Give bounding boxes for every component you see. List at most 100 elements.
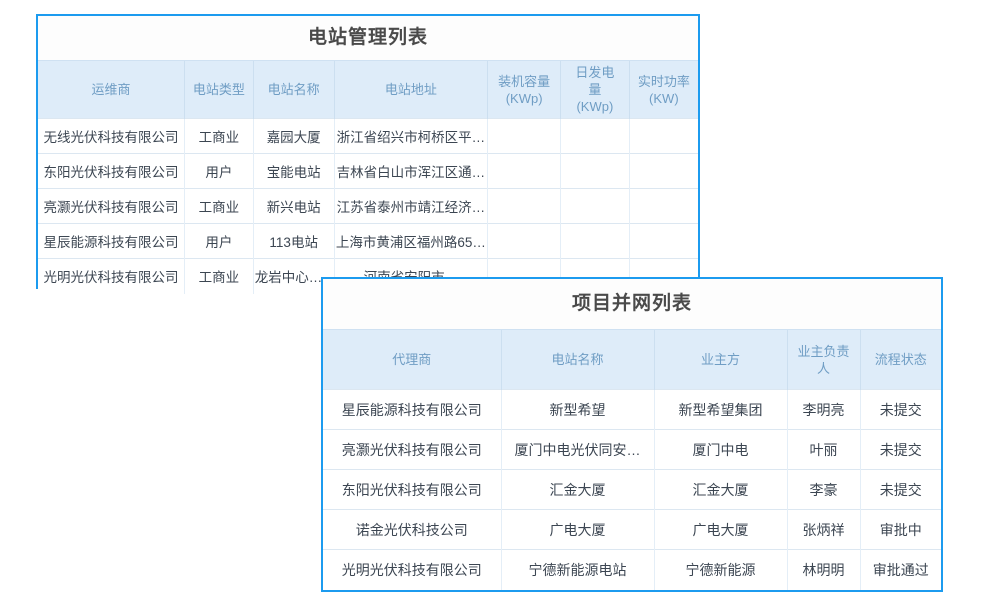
- station-cell-电站类型: 工商业: [184, 118, 254, 154]
- header-label-line: 电站类型: [192, 82, 245, 97]
- grid-project-cell-业主方[interactable]: 厦门中电: [653, 429, 787, 470]
- station-cell-运维商[interactable]: 星辰能源科技有限公司: [38, 223, 185, 259]
- station-table-head: 运维商 电站类型 电站名称 电站地址 装机容量 (KWp) 日发电量 (KWp) 实时功率 (KW…: [38, 60, 698, 119]
- station-cell-装机容量 (KWp): [487, 118, 561, 154]
- station-cell-日发电量 (KWp): [560, 153, 630, 189]
- grid-project-header-5[interactable]: 流程状态: [859, 329, 941, 390]
- table-row[interactable]: 光明光伏科技有限公司 宁德新能源电站 宁德新能源 林明明 审批通过: [323, 549, 941, 590]
- station-cell-电站类型: 用户: [184, 153, 254, 189]
- grid-project-cell-代理商[interactable]: 亮灏光伏科技有限公司: [323, 429, 501, 470]
- table-row[interactable]: 东阳光伏科技有限公司 用户 宝能电站 吉林省白山市浑江区通…: [38, 153, 698, 189]
- grid-project-cell-业主方[interactable]: 汇金大厦: [653, 469, 787, 510]
- station-cell-日发电量 (KWp): [560, 118, 630, 154]
- station-cell-电站名称[interactable]: 宝能电站: [252, 153, 335, 189]
- station-cell-运维商[interactable]: 亮灏光伏科技有限公司: [38, 188, 185, 224]
- header-label-line: 量: [588, 82, 602, 97]
- grid-connection-panel: 项目并网列表 代理商 电站名称 业主方 业主负责人流程状态 星辰能源科技有限公司 新型希…: [321, 277, 943, 592]
- header-label-line: 电站名称: [267, 82, 320, 97]
- header-label-line: 实时功率: [637, 73, 690, 89]
- table-row[interactable]: 诺金光伏科技公司 广电大厦 广电大厦 张炳祥 审批中: [323, 509, 941, 550]
- grid-project-header-3[interactable]: 业主方: [653, 329, 787, 390]
- grid-project-cell-代理商[interactable]: 诺金光伏科技公司: [323, 509, 501, 550]
- station-table-body: 无线光伏科技有限公司 工商业 嘉园大厦 浙江省绍兴市柯桥区平… 东阳光伏科技有限公司 用户…: [38, 118, 698, 294]
- grid-project-cell-流程状态: 未提交: [859, 389, 941, 430]
- grid-project-cell-流程状态: 未提交: [859, 469, 941, 510]
- station-cell-电站名称[interactable]: 新兴电站: [252, 188, 335, 224]
- grid-table-head: 代理商 电站名称 业主方 业主负责人流程状态: [323, 329, 941, 390]
- grid-project-cell-业主方[interactable]: 广电大厦: [653, 509, 787, 550]
- table-row[interactable]: 亮灏光伏科技有限公司 工商业 新兴电站 江苏省泰州市靖江经济…: [38, 188, 698, 224]
- station-cell-实时功率 (KW): [628, 118, 698, 154]
- grid-project-cell-代理商[interactable]: 东阳光伏科技有限公司: [323, 469, 501, 510]
- station-cell-电站名称[interactable]: 龙岩中心电站: [252, 258, 335, 294]
- grid-project-cell-业主方[interactable]: 新型希望集团: [653, 389, 787, 430]
- station-cell-实时功率 (KW): [628, 153, 698, 189]
- table-row[interactable]: 光明光伏科技有限公司工商业龙岩中心电站河南省安阳市…: [38, 258, 698, 294]
- station-cell-电站类型: 工商业: [184, 258, 254, 294]
- grid-project-cell-代理商[interactable]: 光明光伏科技有限公司: [323, 549, 501, 590]
- header-label-line: (KW): [649, 90, 679, 106]
- station-management-panel: 电站管理列表 运维商 电站类型 电站名称 电站地址 装机容量 (KWp) 日发电量 (KWp)…: [36, 14, 700, 294]
- grid-project-header-1[interactable]: 代理商: [323, 329, 501, 390]
- grid-project-header-4[interactable]: 业主负责人: [786, 329, 860, 390]
- station-header-2[interactable]: 电站类型: [184, 60, 254, 119]
- station-cell-日发电量 (KWp): [560, 188, 630, 224]
- station-cell-实时功率 (KW): [628, 223, 698, 259]
- grid-project-cell-流程状态: 审批通过: [859, 549, 941, 590]
- header-label-line: 代理商: [392, 352, 432, 367]
- station-header-1[interactable]: 运维商: [38, 60, 185, 119]
- table-row[interactable]: 星辰能源科技有限公司 新型希望 新型希望集团 李明亮 未提交: [323, 389, 941, 430]
- station-cell-电站名称[interactable]: 嘉园大厦: [252, 118, 335, 154]
- grid-table-header-row: 代理商 电站名称 业主方 业主负责人流程状态: [323, 329, 941, 390]
- station-management-table: 运维商 电站类型 电站名称 电站地址 装机容量 (KWp) 日发电量 (KWp) 实时功率 (KW…: [38, 60, 698, 294]
- grid-project-cell-业主负责人: 李明亮: [786, 389, 860, 430]
- station-cell-装机容量 (KWp): [487, 188, 561, 224]
- header-label-line: 运维商: [91, 82, 131, 97]
- station-cell-装机容量 (KWp): [487, 153, 561, 189]
- grid-project-cell-业主方[interactable]: 宁德新能源: [653, 549, 787, 590]
- station-header-7[interactable]: 实时功率 (KW): [628, 60, 698, 119]
- station-header-5[interactable]: 装机容量 (KWp): [487, 60, 561, 119]
- station-cell-电站地址: 上海市黄浦区福州路65…: [333, 223, 488, 259]
- header-label-line: 装机容量: [498, 73, 551, 89]
- header-label-line: (KWp): [505, 90, 543, 106]
- station-cell-运维商[interactable]: 光明光伏科技有限公司: [38, 258, 185, 294]
- grid-project-cell-流程状态: 审批中: [859, 509, 941, 550]
- station-cell-电站地址: 浙江省绍兴市柯桥区平…: [333, 118, 488, 154]
- station-cell-电站地址: 吉林省白山市浑江区通…: [333, 153, 488, 189]
- grid-project-header-2[interactable]: 电站名称: [500, 329, 654, 390]
- grid-project-cell-业主负责人: 叶丽: [786, 429, 860, 470]
- station-cell-电站名称[interactable]: 113电站: [252, 223, 335, 259]
- grid-project-cell-电站名称[interactable]: 厦门中电光伏同安…: [500, 429, 654, 470]
- station-cell-实时功率 (KW): [628, 188, 698, 224]
- grid-project-cell-电站名称[interactable]: 汇金大厦: [500, 469, 654, 510]
- station-cell-装机容量 (KWp): [487, 223, 561, 259]
- grid-connection-table: 代理商 电站名称 业主方 业主负责人流程状态 星辰能源科技有限公司 新型希望 新型希望集团…: [323, 329, 941, 590]
- station-cell-日发电量 (KWp): [560, 223, 630, 259]
- header-label-line: 人: [816, 360, 830, 376]
- grid-table-body: 星辰能源科技有限公司 新型希望 新型希望集团 李明亮 未提交 亮灏光伏科技有限公司 厦门中电…: [323, 389, 941, 590]
- grid-project-cell-电站名称[interactable]: 宁德新能源电站: [500, 549, 654, 590]
- station-header-4[interactable]: 电站地址: [333, 60, 488, 119]
- grid-project-cell-代理商[interactable]: 星辰能源科技有限公司: [323, 389, 501, 430]
- station-header-3[interactable]: 电站名称: [252, 60, 335, 119]
- station-management-title: 电站管理列表: [38, 16, 698, 60]
- station-header-6[interactable]: 日发电量 (KWp): [560, 60, 630, 119]
- station-cell-电站类型: 工商业: [184, 188, 254, 224]
- grid-project-cell-电站名称[interactable]: 广电大厦: [500, 509, 654, 550]
- station-cell-电站地址: 江苏省泰州市靖江经济…: [333, 188, 488, 224]
- table-row[interactable]: 星辰能源科技有限公司 用户 113电站 上海市黄浦区福州路65…: [38, 223, 698, 259]
- table-row[interactable]: 亮灏光伏科技有限公司 厦门中电光伏同安… 厦门中电 叶丽 未提交: [323, 429, 941, 470]
- table-row[interactable]: 东阳光伏科技有限公司 汇金大厦 汇金大厦 李豪 未提交: [323, 469, 941, 510]
- station-cell-运维商[interactable]: 无线光伏科技有限公司: [38, 118, 185, 154]
- station-cell-电站类型: 用户: [184, 223, 254, 259]
- grid-project-cell-业主负责人: 李豪: [786, 469, 860, 510]
- station-cell-运维商[interactable]: 东阳光伏科技有限公司: [38, 153, 185, 189]
- header-label-line: 日发电: [575, 65, 615, 80]
- grid-project-cell-电站名称[interactable]: 新型希望: [500, 389, 654, 430]
- header-label-line: (KWp): [576, 99, 614, 114]
- grid-project-cell-业主负责人: 林明明: [786, 549, 860, 590]
- table-row[interactable]: 无线光伏科技有限公司 工商业 嘉园大厦 浙江省绍兴市柯桥区平…: [38, 118, 698, 154]
- grid-connection-title: 项目并网列表: [323, 279, 941, 329]
- grid-project-cell-流程状态: 未提交: [859, 429, 941, 470]
